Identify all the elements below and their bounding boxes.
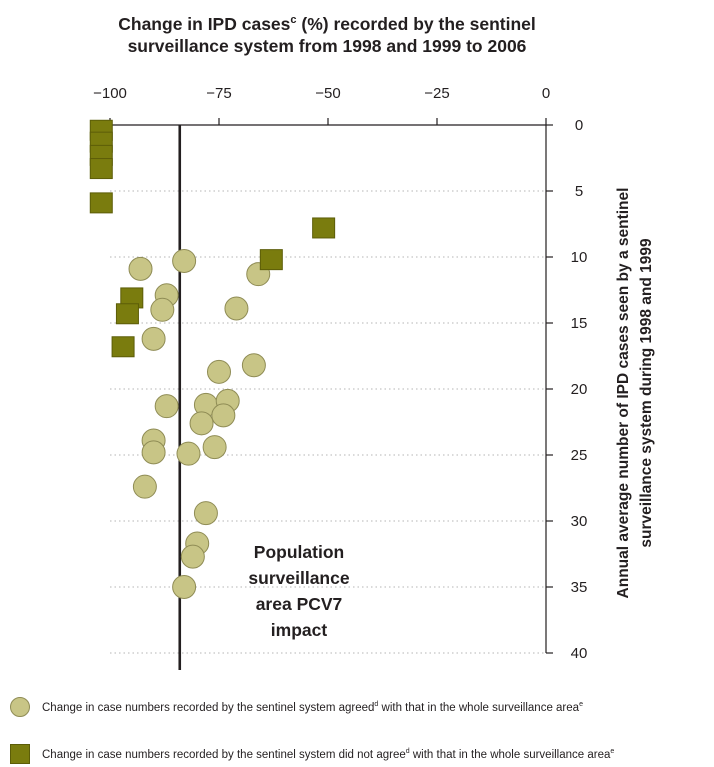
- agreed-point: [172, 248, 197, 273]
- y-tick-label: 35: [571, 579, 588, 596]
- axes: −100 −75 −50 −25 0 0 5 10 15 20 25 30 35 40: [93, 85, 587, 662]
- y-tick-label: 40: [571, 645, 588, 662]
- y-tick-label: 15: [571, 315, 588, 332]
- x-tick-label: −25: [424, 85, 449, 102]
- legend-item-disagreed: Change in case numbers recorded by the s…: [10, 744, 614, 764]
- legend-label-agreed: Change in case numbers recorded by the s…: [42, 700, 583, 714]
- agreed-point: [211, 403, 236, 428]
- y-axis-label-line-2: surveillance system during 1998 and 1999: [638, 238, 655, 548]
- y-axis-label-line-1: Annual average number of IPD cases seen …: [615, 188, 632, 599]
- legend-square-marker: [10, 744, 30, 764]
- agreed-point: [193, 501, 218, 526]
- agreed-point: [189, 411, 214, 436]
- agreed-point: [241, 353, 266, 378]
- y-tick-label: 10: [571, 249, 588, 266]
- agreed-point: [207, 359, 231, 384]
- disagreed-point: [115, 303, 139, 325]
- reference-annotation-line-3: area PCV7: [256, 594, 343, 614]
- disagreed-point: [259, 249, 283, 271]
- agreed-point: [150, 297, 175, 322]
- y-tick-label: 25: [571, 447, 588, 464]
- legend-circle-marker: [10, 697, 30, 717]
- reference-annotation-line-4: impact: [271, 620, 328, 640]
- y-tick-label: 20: [571, 381, 588, 398]
- reference-annotation-line-2: surveillance: [248, 568, 349, 588]
- disagreed-point: [312, 217, 336, 239]
- agreed-point: [202, 435, 227, 460]
- agreed-point: [141, 440, 166, 465]
- legend-label-disagreed: Change in case numbers recorded by the s…: [42, 747, 615, 761]
- agreed-point: [128, 256, 153, 281]
- y-tick-label: 5: [575, 183, 583, 200]
- agreed-point: [132, 474, 157, 499]
- chart-title-line-1: Change in IPD casesc (%) recorded by the…: [118, 14, 536, 34]
- agreed-point: [224, 296, 249, 321]
- reference-annotation-line-1: Population: [254, 542, 344, 562]
- agreed-point: [180, 544, 205, 569]
- y-tick-label: 30: [571, 513, 588, 530]
- agreed-point: [154, 394, 179, 419]
- disagreed-point: [89, 192, 113, 214]
- disagreed-point: [111, 336, 135, 358]
- agreed-point: [141, 326, 166, 351]
- data-points: [89, 119, 336, 599]
- x-tick-label: −100: [93, 85, 127, 102]
- x-tick-label: −50: [315, 85, 340, 102]
- chart-title-line-2: surveillance system from 1998 and 1999 t…: [128, 36, 527, 56]
- x-tick-label: −75: [206, 85, 231, 102]
- agreed-point: [176, 441, 201, 466]
- disagreed-point: [89, 158, 113, 180]
- agreed-point: [172, 575, 197, 599]
- y-tick-label: 0: [575, 117, 583, 134]
- legend-item-agreed: Change in case numbers recorded by the s…: [10, 697, 583, 717]
- x-tick-label: 0: [542, 85, 550, 102]
